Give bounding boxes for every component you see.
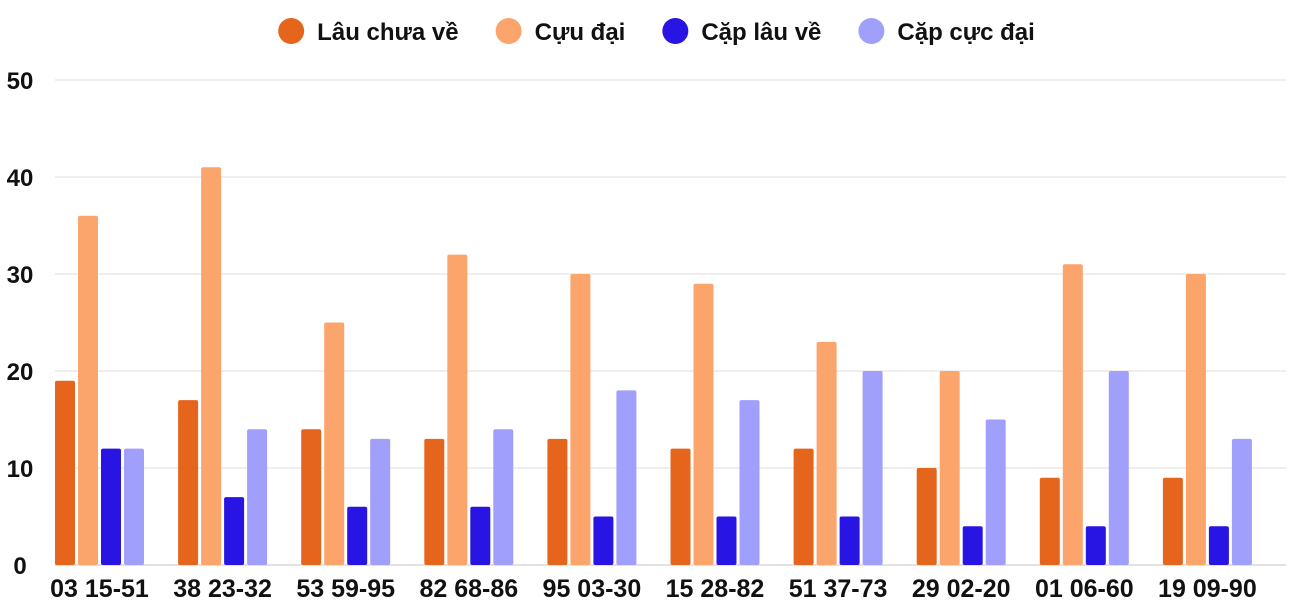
bar-4-51-37-73	[862, 371, 883, 565]
bar-2-38-23-32	[201, 167, 222, 566]
x-tick-label: 19 09-90	[1158, 575, 1257, 600]
bar-3-51-37-73	[839, 516, 860, 565]
legend-swatch-icon	[278, 18, 305, 44]
x-tick-label: 53 59-95	[296, 575, 395, 600]
bar-3-19-09-90	[1208, 526, 1229, 565]
bar-4-15-28-82	[739, 400, 760, 565]
bar-4-82-68-86	[493, 429, 514, 565]
legend-swatch-icon	[858, 18, 885, 44]
bar-2-29-02-20	[939, 371, 960, 565]
legend-label: Lâu chưa về	[317, 19, 458, 46]
x-tick-label: 95 03-30	[543, 575, 642, 600]
bar-2-01-06-60	[1062, 264, 1083, 565]
legend-label: Cặp cực đại	[897, 19, 1034, 46]
bar-3-15-28-82	[716, 516, 737, 565]
bar-1-15-28-82	[670, 448, 691, 565]
bar-3-03-15-51	[101, 448, 121, 565]
bar-3-53-59-95	[347, 506, 368, 565]
bar-4-19-09-90	[1231, 438, 1252, 565]
chart-legend: Lâu chưa về Cựu đại Cặp lâu về Cặp cực đại	[278, 18, 1035, 46]
y-tick-label: 40	[7, 165, 34, 192]
bar-1-95-03-30	[547, 438, 568, 565]
bar-1-51-37-73	[793, 448, 814, 565]
legend-label: Cựu đại	[535, 19, 626, 46]
bar-1-01-06-60	[1039, 477, 1060, 565]
chart-bars	[55, 167, 1252, 566]
x-tick-label: 01 06-60	[1035, 575, 1134, 600]
legend-label: Cặp lâu về	[701, 19, 821, 46]
bar-1-82-68-86	[424, 438, 445, 565]
bar-1-03-15-51	[55, 380, 75, 565]
bar-1-38-23-32	[178, 400, 199, 565]
y-axis: 0 10 20 30 40 50	[7, 68, 34, 580]
bar-2-82-68-86	[447, 254, 468, 565]
bar-1-29-02-20	[916, 468, 937, 565]
bar-3-01-06-60	[1085, 526, 1106, 565]
legend-item: Lâu chưa về	[278, 18, 459, 46]
x-tick-label: 29 02-20	[912, 575, 1011, 600]
bar-4-29-02-20	[985, 419, 1006, 565]
legend-item: Cặp cực đại	[858, 18, 1035, 46]
bar-4-53-59-95	[370, 438, 391, 565]
x-tick-label: 38 23-32	[173, 575, 272, 600]
bar-2-51-37-73	[816, 341, 837, 565]
y-tick-label: 30	[7, 262, 34, 289]
bar-2-15-28-82	[693, 283, 714, 565]
x-axis: 03 15-51 38 23-32 53 59-95 82 68-86 95 03-30…	[50, 575, 1257, 600]
bar-1-53-59-95	[301, 429, 322, 565]
x-tick-label: 82 68-86	[419, 575, 518, 600]
legend-swatch-icon	[495, 18, 522, 44]
x-tick-label: 51 37-73	[789, 575, 888, 600]
y-tick-label: 50	[7, 68, 34, 95]
bar-2-03-15-51	[78, 215, 98, 566]
y-tick-label: 10	[7, 456, 34, 483]
x-tick-label: 03 15-51	[50, 575, 149, 600]
bar-3-82-68-86	[470, 506, 491, 565]
legend-item: Cặp lâu về	[662, 18, 821, 46]
legend-item: Cựu đại	[495, 18, 626, 46]
bar-4-95-03-30	[616, 390, 637, 565]
bar-4-03-15-51	[124, 448, 144, 565]
y-tick-label: 20	[7, 359, 34, 386]
bar-3-29-02-20	[962, 526, 983, 565]
bar-3-95-03-30	[593, 516, 614, 565]
bar-4-38-23-32	[247, 429, 268, 565]
bar-3-38-23-32	[224, 497, 245, 565]
y-tick-label: 0	[13, 553, 26, 580]
legend-swatch-icon	[662, 18, 689, 44]
bar-2-95-03-30	[570, 274, 591, 565]
bar-1-19-09-90	[1162, 477, 1183, 565]
bar-2-53-59-95	[324, 322, 345, 565]
bar-4-01-06-60	[1108, 371, 1129, 565]
x-tick-label: 15 28-82	[666, 575, 765, 600]
bar-2-19-09-90	[1185, 274, 1206, 565]
